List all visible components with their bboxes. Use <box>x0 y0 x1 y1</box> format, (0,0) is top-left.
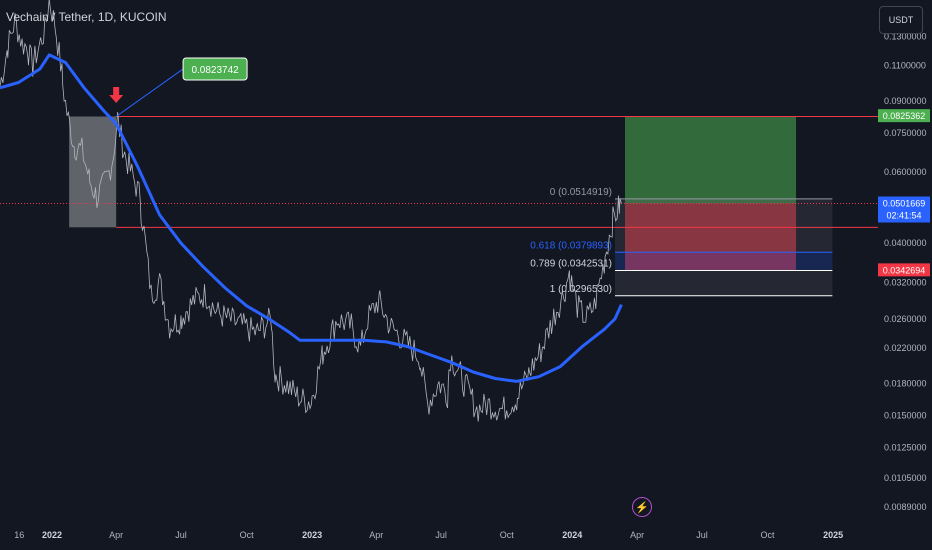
fib-band <box>615 270 833 296</box>
price-tick-label: 0.0089000 <box>884 502 927 512</box>
time-tick-label: 2023 <box>302 530 322 540</box>
time-tick-label: Apr <box>109 530 123 540</box>
consolidation-zone <box>69 116 117 228</box>
time-tick-label: 2022 <box>42 530 62 540</box>
price-tick-label: 0.0125000 <box>884 442 927 452</box>
price-tick-label: 0.0180000 <box>884 378 927 388</box>
fib-band <box>615 198 833 253</box>
fib-band <box>615 252 833 271</box>
price-tick-label: 0.1100000 <box>884 61 926 71</box>
price-axis-label: 0.0501669 <box>883 199 926 209</box>
price-tick-label: 0.1300000 <box>884 31 927 41</box>
currency-button[interactable]: USDT <box>879 6 923 34</box>
price-axis-label: 0.0825362 <box>883 111 926 121</box>
price-axis-label-bg <box>878 263 930 277</box>
ema-line <box>0 53 623 383</box>
fib-level-label: 0.618 (0.0379893) <box>530 240 612 251</box>
time-tick-label: Jul <box>175 530 187 540</box>
fib-level-label: 1 (0.0296530) <box>550 284 612 295</box>
stop-zone <box>625 203 797 271</box>
time-tick-label: Oct <box>761 530 776 540</box>
price-line <box>0 0 622 422</box>
price-tick-label: 0.0600000 <box>884 167 927 177</box>
time-tick-label: 16 <box>14 530 24 540</box>
time-tick-label: 2024 <box>562 530 582 540</box>
down-arrow-icon <box>109 87 124 104</box>
callout-box <box>182 57 248 81</box>
fib-level-label: 0.789 (0.0342531) <box>530 258 612 269</box>
target-zone <box>625 116 797 204</box>
time-tick-label: Apr <box>630 530 644 540</box>
price-tick-label: 0.0320000 <box>884 277 927 287</box>
price-tick-label: 0.0150000 <box>884 410 927 420</box>
time-tick-label: Jul <box>435 530 447 540</box>
price-tick-label: 0.0105000 <box>884 473 927 483</box>
price-axis-label-bg <box>878 109 930 123</box>
countdown-label: 02:41:54 <box>886 211 921 221</box>
time-tick-label: 2025 <box>823 530 843 540</box>
price-tick-label: 0.0260000 <box>884 314 927 324</box>
time-tick-label: Apr <box>369 530 383 540</box>
price-axis-label-bg <box>878 196 930 223</box>
lightning-icon[interactable]: ⚡ <box>632 497 652 517</box>
price-tick-label: 0.0900000 <box>884 96 927 106</box>
price-tick-label: 0.0750000 <box>884 128 927 138</box>
chart-title: Vechain / Tether, 1D, KUCOIN <box>6 10 167 24</box>
price-tick-label: 0.0220000 <box>884 343 927 353</box>
price-axis-label: 0.0342694 <box>883 265 926 275</box>
callout-label: 0.0823742 <box>191 65 239 76</box>
time-tick-label: Oct <box>240 530 255 540</box>
callout-line <box>115 68 184 117</box>
time-tick-label: Jul <box>696 530 708 540</box>
price-tick-label: 0.0400000 <box>884 238 927 248</box>
fib-level-label: 0 (0.0514919) <box>550 187 612 198</box>
time-tick-label: Oct <box>500 530 515 540</box>
